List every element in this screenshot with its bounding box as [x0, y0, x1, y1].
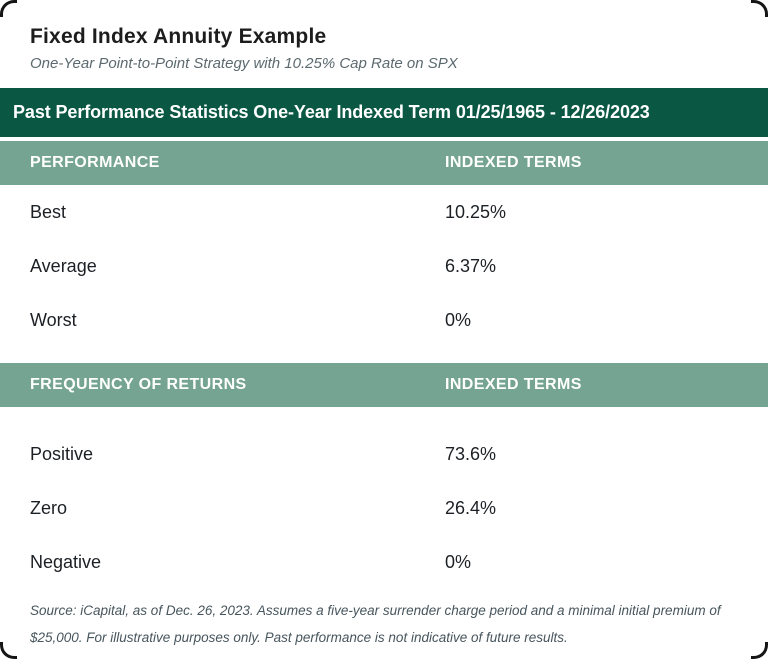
row-value: 10.25%	[445, 201, 507, 222]
page-title: Fixed Index Annuity Example	[30, 25, 327, 48]
row-value: 26.4%	[445, 497, 497, 518]
table-row-zero: Zero 26.4%	[0, 481, 768, 535]
card-corner-bottom-right	[751, 642, 768, 659]
performance-section: PERFORMANCE INDEXED TERMS Best 10.25% Av…	[0, 141, 768, 347]
page-subtitle: One-Year Point-to-Point Strategy with 10…	[30, 55, 458, 72]
row-label: Average	[30, 255, 97, 276]
frequency-rows: Positive 73.6% Zero 26.4% Negative 0%	[0, 407, 768, 589]
row-label: Positive	[30, 443, 94, 464]
performance-rows: Best 10.25% Average 6.37% Worst 0%	[0, 185, 768, 347]
row-value: 6.37%	[445, 255, 497, 276]
frequency-header-row: FREQUENCY OF RETURNS INDEXED TERMS	[0, 363, 768, 407]
intro-block: Fixed Index Annuity Example One-Year Poi…	[0, 0, 768, 73]
frequency-section: FREQUENCY OF RETURNS INDEXED TERMS Posit…	[0, 363, 768, 589]
table-row-negative: Negative 0%	[0, 535, 768, 589]
row-value: 73.6%	[445, 443, 497, 464]
row-label: Worst	[30, 309, 77, 330]
source-footnote: Source: iCapital, as of Dec. 26, 2023. A…	[30, 603, 721, 645]
table-row-average: Average 6.37%	[0, 239, 768, 293]
table-row-positive: Positive 73.6%	[0, 427, 768, 481]
row-value: 0%	[445, 309, 472, 330]
table-row-best: Best 10.25%	[0, 185, 768, 239]
row-label: Negative	[30, 551, 102, 572]
column-header-indexed-terms: INDEXED TERMS	[445, 376, 582, 393]
past-performance-banner: Past Performance Statistics One-Year Ind…	[0, 88, 768, 137]
performance-header-row: PERFORMANCE INDEXED TERMS	[0, 141, 768, 185]
column-header-frequency-of-returns: FREQUENCY OF RETURNS	[30, 376, 247, 393]
column-header-indexed-terms: INDEXED TERMS	[445, 154, 582, 171]
row-label: Zero	[30, 497, 68, 518]
card-corner-bottom-left	[0, 642, 17, 659]
column-header-performance: PERFORMANCE	[30, 154, 160, 171]
row-value: 0%	[445, 551, 472, 572]
table-row-worst: Worst 0%	[0, 293, 768, 347]
row-label: Best	[30, 201, 67, 222]
